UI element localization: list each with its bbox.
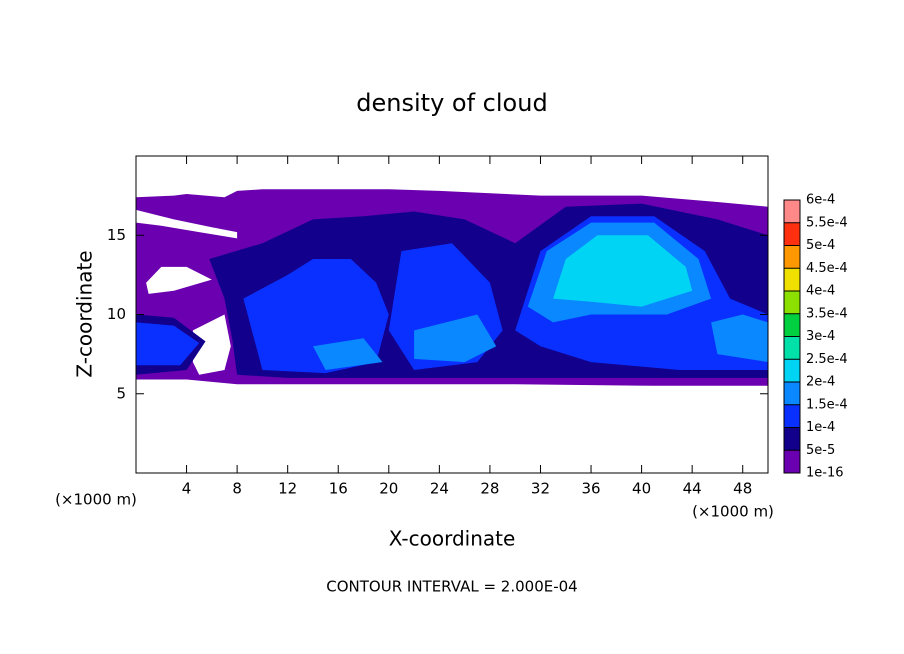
colorbar-band: [784, 222, 800, 246]
y-axis-label: Z-coordinate: [73, 250, 97, 377]
colorbar-band: [784, 382, 800, 405]
colorbar-label: 1.5e-4: [806, 397, 848, 412]
colorbar-label: 5e-5: [806, 443, 835, 458]
x-tick-label: 4: [182, 480, 192, 498]
gap: [146, 266, 212, 294]
colorbar-label: 6e-4: [806, 193, 835, 208]
colorbar-band: [784, 313, 800, 337]
colorbar-label: 4e-4: [806, 284, 835, 299]
colorbar-band: [784, 336, 800, 360]
field: [136, 189, 768, 386]
x-unit-label: (×1000 m): [692, 503, 774, 521]
colorbar-label: 5e-4: [806, 238, 835, 253]
contour-region: [553, 235, 693, 307]
colorbar-label: 1e-4: [806, 420, 835, 435]
y-tick-label: 5: [116, 384, 126, 402]
y-tick-label: 15: [107, 226, 126, 244]
chart-title: density of cloud: [356, 89, 547, 117]
x-tick-label: 28: [480, 480, 499, 498]
y-tick-label: 10: [107, 305, 126, 323]
colorbar-band: [784, 359, 800, 382]
contour-region: [414, 314, 497, 363]
contour-region: [313, 338, 383, 370]
x-tick-label: 40: [632, 480, 651, 498]
gap: [192, 314, 231, 375]
colorbar-band: [784, 450, 800, 473]
x-tick-label: 48: [733, 480, 752, 498]
colorbar-label: 5.5e-4: [806, 215, 848, 230]
x-tick-label: 44: [683, 480, 702, 498]
gap: [136, 209, 238, 239]
colorbar-band: [784, 427, 800, 451]
colorbar-band: [784, 245, 800, 269]
colorbar-label: 2e-4: [806, 375, 835, 390]
x-axis-label: X-coordinate: [389, 527, 516, 551]
contour-region: [136, 322, 200, 366]
colorbar-label: 2.5e-4: [806, 352, 848, 367]
x-tick-label: 12: [278, 480, 297, 498]
y-unit-label: (×1000 m): [55, 491, 137, 509]
colorbar-band: [784, 200, 800, 223]
colorbar-band: [784, 291, 800, 314]
x-tick-label: 16: [329, 480, 348, 498]
colorbar-band: [784, 404, 800, 428]
x-tick-label: 32: [531, 480, 550, 498]
contour-region: [711, 314, 768, 363]
x-tick-label: 20: [379, 480, 398, 498]
colorbar-label: 4.5e-4: [806, 261, 848, 276]
colorbar-label: 3.5e-4: [806, 306, 848, 321]
colorbar-band: [784, 268, 800, 291]
x-tick-label: 36: [581, 480, 600, 498]
x-tick-label: 24: [430, 480, 449, 498]
colorbar-label: 1e-16: [806, 466, 844, 481]
colorbar-label: 3e-4: [806, 329, 835, 344]
footnote: CONTOUR INTERVAL = 2.000E-04: [326, 578, 577, 596]
x-tick-label: 8: [232, 480, 242, 498]
